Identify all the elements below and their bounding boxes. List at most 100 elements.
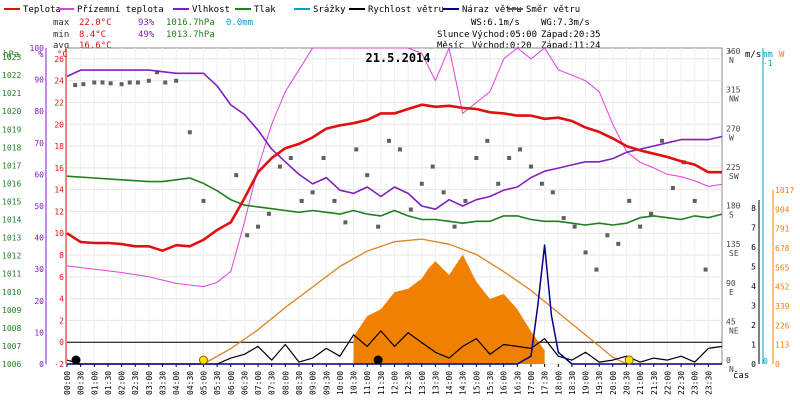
series-wind-dir-point bbox=[119, 82, 124, 87]
chart-legend: Teplota Přízemní teplota Vlhkost Tlak Srážky… bbox=[4, 5, 580, 15]
axis-tick-pct: 60 bbox=[34, 170, 44, 179]
legend-label-5: Rychlost větru bbox=[368, 5, 444, 15]
series-wind-dir-point bbox=[474, 156, 479, 160]
axis-tick-hpa: 1022 bbox=[2, 71, 21, 80]
series-theoretical-radiation bbox=[203, 238, 627, 365]
series-wind-dir-point bbox=[485, 138, 490, 143]
series-wind-dir-point bbox=[310, 190, 315, 195]
x-tick-label: 03:30 bbox=[159, 371, 168, 395]
legend-label-0: Teplota bbox=[23, 5, 61, 15]
series-wind-dir-point bbox=[419, 181, 424, 186]
axis-tick-celsius: 4 bbox=[59, 295, 64, 304]
x-tick-label: 12:00 bbox=[391, 371, 400, 395]
axis-tick-hpa: 1012 bbox=[2, 252, 21, 261]
series-wind-dir-point bbox=[73, 83, 78, 88]
x-tick-label: 02:00 bbox=[118, 371, 127, 395]
axis-tick-celsius: 10 bbox=[54, 229, 64, 238]
series-wind-dir-point bbox=[518, 147, 523, 152]
series-wind-dir-point bbox=[277, 164, 282, 169]
x-tick-label: 10:30 bbox=[350, 371, 359, 395]
axis-tick-celsius: 2 bbox=[59, 316, 64, 325]
axis-tick-ms: 8 bbox=[751, 204, 756, 213]
series-wind-dir-point bbox=[201, 198, 206, 203]
x-tick-label: 07:00 bbox=[254, 371, 263, 395]
axis-tick-deg-dir: SE bbox=[729, 249, 739, 258]
axis-tick-hpa: 1013 bbox=[2, 234, 21, 243]
axis-tick-pct: 40 bbox=[34, 234, 44, 243]
series-wind-dir-point bbox=[146, 78, 151, 83]
axis-tick-pct: 0 bbox=[39, 360, 44, 369]
legend-label-3: Tlak bbox=[254, 5, 276, 15]
legend-label-4: Srážky bbox=[313, 5, 346, 15]
axis-tick-celsius: 12 bbox=[54, 207, 64, 216]
sunset-marker bbox=[624, 355, 634, 365]
axis-unit-pct: % bbox=[38, 50, 44, 60]
series-wind-dir-point bbox=[583, 250, 588, 255]
axis-tick-deg-dir: NW bbox=[729, 95, 739, 104]
stat-max-label: max bbox=[53, 18, 70, 28]
axis-unit-hpa: hPa bbox=[3, 50, 19, 60]
series-wind-dir-point bbox=[92, 80, 97, 85]
axis-tick-pct: 80 bbox=[34, 107, 44, 116]
x-tick-label: 13:30 bbox=[431, 371, 440, 395]
axis-tick-hpa: 1018 bbox=[2, 143, 21, 152]
chart-title: 21.5.2014 bbox=[365, 51, 430, 65]
moon-label: Měsíc bbox=[437, 41, 464, 51]
axis-tick-deg: 90 bbox=[726, 279, 736, 288]
x-tick-label: 04:30 bbox=[186, 371, 195, 395]
axis-tick-wm2: 678 bbox=[775, 244, 790, 253]
series-wind-dir-point bbox=[155, 70, 160, 75]
series-wind-dir-point bbox=[256, 224, 261, 229]
x-tick-label: 22:00 bbox=[663, 371, 672, 395]
x-tick-label: 16:30 bbox=[513, 371, 522, 395]
sunset-value: Západ:20:35 bbox=[541, 30, 601, 40]
series-wind-dir-point bbox=[100, 80, 105, 85]
x-tick-label: 11:30 bbox=[377, 371, 386, 395]
x-tick-label: 07:30 bbox=[268, 371, 277, 395]
x-tick-label: 17:30 bbox=[541, 371, 550, 395]
axis-tick-hpa: 1023 bbox=[2, 53, 21, 62]
x-axis-label: čas bbox=[733, 370, 749, 381]
axis-tick-hpa: 1006 bbox=[2, 360, 21, 369]
axis-tick-wm2: 113 bbox=[775, 341, 790, 350]
series-wind-dir-point bbox=[365, 173, 370, 178]
axis-tick-hpa: 1016 bbox=[2, 179, 21, 188]
series-wind-dir-point bbox=[430, 164, 435, 169]
axis-tick-ms: 5 bbox=[751, 263, 756, 272]
axis-tick-celsius: 24 bbox=[54, 77, 64, 86]
axis-tick-ms: 7 bbox=[751, 224, 756, 233]
stat-min-temp: 8.4°C bbox=[79, 30, 106, 40]
sun-label: Slunce bbox=[437, 30, 470, 40]
stat-max-rain: 0.0mm bbox=[226, 18, 253, 28]
axis-tick-mm: 0 bbox=[763, 357, 768, 366]
x-tick-label: 16:00 bbox=[500, 371, 509, 395]
x-tick-label: 04:00 bbox=[172, 371, 181, 395]
legend-label-7: Směr větru bbox=[526, 5, 580, 15]
series-wind-dir-point bbox=[539, 181, 544, 186]
axis-tick-deg: 270 bbox=[726, 124, 741, 133]
x-tick-label: 15:30 bbox=[486, 371, 495, 395]
axis-tick-hpa: 1017 bbox=[2, 161, 21, 170]
x-tick-label: 21:30 bbox=[650, 371, 659, 395]
series-wind-dir-point bbox=[561, 216, 566, 221]
series-wind-dir-point bbox=[174, 78, 179, 83]
series-wind-dir-point bbox=[616, 241, 621, 246]
axis-tick-wm2: 0 bbox=[775, 360, 780, 369]
axis-tick-ms: 1 bbox=[751, 341, 756, 350]
x-tick-label: 13:00 bbox=[418, 371, 427, 395]
axis-tick-celsius: 8 bbox=[59, 251, 64, 260]
series-wind-dir-point bbox=[376, 224, 381, 229]
axis-tick-ms: 2 bbox=[751, 321, 756, 330]
x-tick-label: 11:00 bbox=[363, 371, 372, 395]
series-wind-dir-point bbox=[703, 267, 708, 272]
x-tick-label: 18:00 bbox=[554, 371, 563, 395]
axis-tick-celsius: 26 bbox=[54, 55, 64, 64]
axis-tick-celsius: 22 bbox=[54, 98, 64, 107]
axis-tick-ms: 6 bbox=[751, 243, 756, 252]
x-tick-label: 03:00 bbox=[145, 371, 154, 395]
axis-tick-mm: -1 bbox=[763, 59, 773, 68]
series-wind-dir-point bbox=[441, 190, 446, 195]
series-wind-dir-point bbox=[81, 82, 86, 87]
moonset-marker bbox=[373, 355, 383, 365]
